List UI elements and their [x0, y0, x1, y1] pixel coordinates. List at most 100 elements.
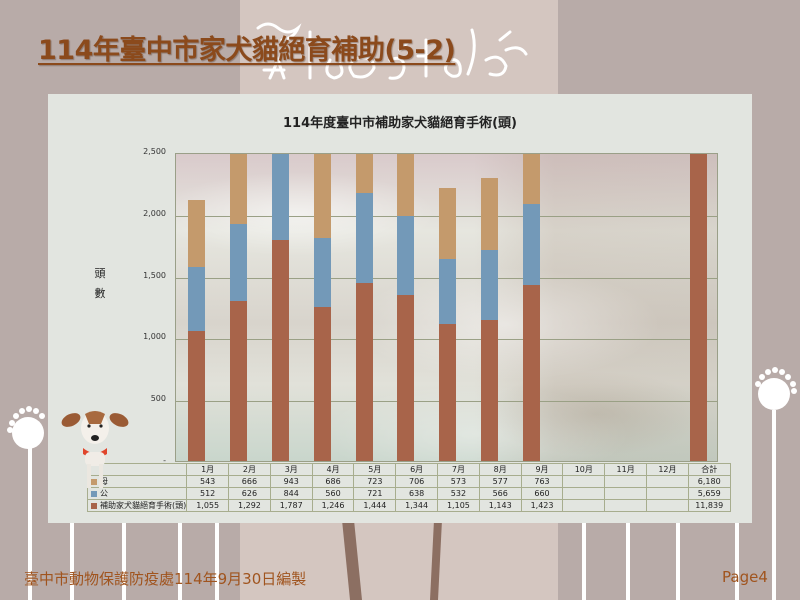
- table-cell: 706: [395, 475, 439, 488]
- stacked-bar: [481, 178, 498, 461]
- legend-label: 公: [100, 489, 108, 498]
- table-cell: 1,444: [353, 499, 397, 512]
- table-cell: 1,787: [269, 499, 313, 512]
- stacked-bar: [272, 154, 289, 461]
- table-cell: 844: [269, 487, 313, 500]
- table-cell: 1,423: [520, 499, 564, 512]
- legend-label: 母: [100, 477, 108, 486]
- table-cell: 11,839: [687, 499, 731, 512]
- stacked-bar: [522, 154, 540, 461]
- table-cell: [562, 499, 606, 512]
- table-cell: 6,180: [687, 475, 731, 488]
- bar-segment: [481, 319, 498, 461]
- legend-swatch-icon: [91, 490, 97, 497]
- flower-icon: [755, 367, 797, 410]
- column-header: 12月: [646, 463, 689, 476]
- chart-title: 114年度臺中市補助家犬貓絕育手術(頭): [282, 116, 518, 131]
- table-cell: [604, 499, 648, 512]
- bar-segment: [355, 154, 373, 194]
- table-row: 公 512 626 844 560 721 638 532 566 660 5,659: [86, 487, 731, 500]
- table-cell: 1,105: [437, 499, 480, 512]
- bar-segment: [397, 154, 415, 217]
- decor-line: [772, 410, 776, 600]
- bar-segment: [230, 223, 248, 302]
- y-tick: -: [163, 456, 166, 465]
- bar-segment: [272, 154, 289, 241]
- table-header-row: 1月 2月 3月 4月 5月 6月 7月 8月 9月 10月 11月 12月 合計: [86, 463, 731, 476]
- bar-segment: [355, 193, 373, 283]
- column-header: 3月: [269, 463, 313, 476]
- column-header: 4月: [311, 463, 355, 476]
- decor-line: [122, 520, 126, 600]
- legend-row-label: 補助家犬貓絕育手術(頭): [86, 499, 188, 512]
- page-number: Page4: [722, 568, 768, 586]
- stacked-bar: [355, 154, 373, 461]
- column-header: 2月: [228, 463, 271, 476]
- decorative-scribble-icon: [256, 22, 528, 80]
- column-header: 7月: [437, 463, 480, 476]
- decor-line: [676, 520, 680, 600]
- stacked-bar: [313, 154, 331, 461]
- table-row: 母 543 666 943 686 723 706 573 577 763 6,180: [86, 475, 731, 488]
- table-cell: [646, 475, 689, 488]
- y-tick: 2,000: [143, 209, 166, 218]
- decor-line: [70, 520, 74, 600]
- legend-row-label: 公: [86, 487, 188, 500]
- decor-line: [215, 520, 219, 600]
- dog-illustration-icon: [61, 411, 129, 488]
- table-cell: 1,292: [228, 499, 271, 512]
- decor-line: [178, 520, 182, 600]
- table-cell: 763: [520, 475, 564, 488]
- decor-line: [28, 440, 32, 600]
- bar-segment: [188, 200, 206, 268]
- column-header: 6月: [395, 463, 439, 476]
- column-header: 5月: [353, 463, 397, 476]
- table-cell: 1,344: [395, 499, 439, 512]
- flower-icon: [7, 406, 45, 449]
- stacked-bar: [439, 187, 457, 461]
- slide-title: 114年臺中市家犬貓絕育補助(5-2): [38, 35, 456, 66]
- y-tick: 500: [150, 394, 166, 403]
- table-cell: 5,659: [687, 487, 731, 500]
- table-cell: 626: [228, 487, 271, 500]
- table-cell: 943: [269, 475, 313, 488]
- table-cell: 1,143: [478, 499, 522, 512]
- y-axis-label-char: 數: [94, 287, 106, 300]
- decor-line: [626, 520, 630, 600]
- bar-segment: [522, 285, 540, 461]
- table-cell: 1,246: [311, 499, 355, 512]
- bar-segment: [690, 154, 707, 461]
- y-axis-label: 頭 數: [93, 264, 107, 304]
- table-cell: 532: [437, 487, 480, 500]
- chart-panel: 114年度臺中市補助家犬貓絕育手術(頭) 頭 數 2,500 2,000 1,5…: [48, 94, 752, 523]
- table-cell: 638: [395, 487, 439, 500]
- plot-area: [175, 153, 718, 462]
- table-cell: 573: [437, 475, 480, 488]
- table-cell: [646, 499, 689, 512]
- bar-segment: [355, 282, 373, 461]
- column-header: 8月: [478, 463, 522, 476]
- table-cell: 543: [186, 475, 230, 488]
- tree-branch-icon: [342, 520, 442, 600]
- bar-segment: [272, 240, 289, 461]
- column-header: 10月: [562, 463, 606, 476]
- column-header: 9月: [520, 463, 564, 476]
- column-header: 合計: [687, 463, 731, 476]
- legend-swatch-icon: [91, 502, 97, 509]
- bar-segment: [439, 187, 457, 259]
- table-cell: 560: [311, 487, 355, 500]
- stacked-bar: [397, 154, 415, 461]
- stacked-bar: [690, 154, 707, 461]
- column-header: 11月: [604, 463, 648, 476]
- bar-segment: [188, 267, 206, 331]
- footer-credit: 臺中市動物保護防疫處114年9月30日編製: [24, 570, 307, 588]
- table-cell: 721: [353, 487, 397, 500]
- stacked-bar: [188, 200, 206, 461]
- table-cell: [604, 475, 648, 488]
- table-cell: 686: [311, 475, 355, 488]
- bar-segment: [313, 237, 331, 307]
- bar-segment: [481, 178, 498, 250]
- data-table: 1月 2月 3月 4月 5月 6月 7月 8月 9月 10月 11月 12月 合計母 543 666 943 6…: [86, 463, 731, 512]
- bar-segment: [397, 294, 415, 461]
- table-cell: 512: [186, 487, 230, 500]
